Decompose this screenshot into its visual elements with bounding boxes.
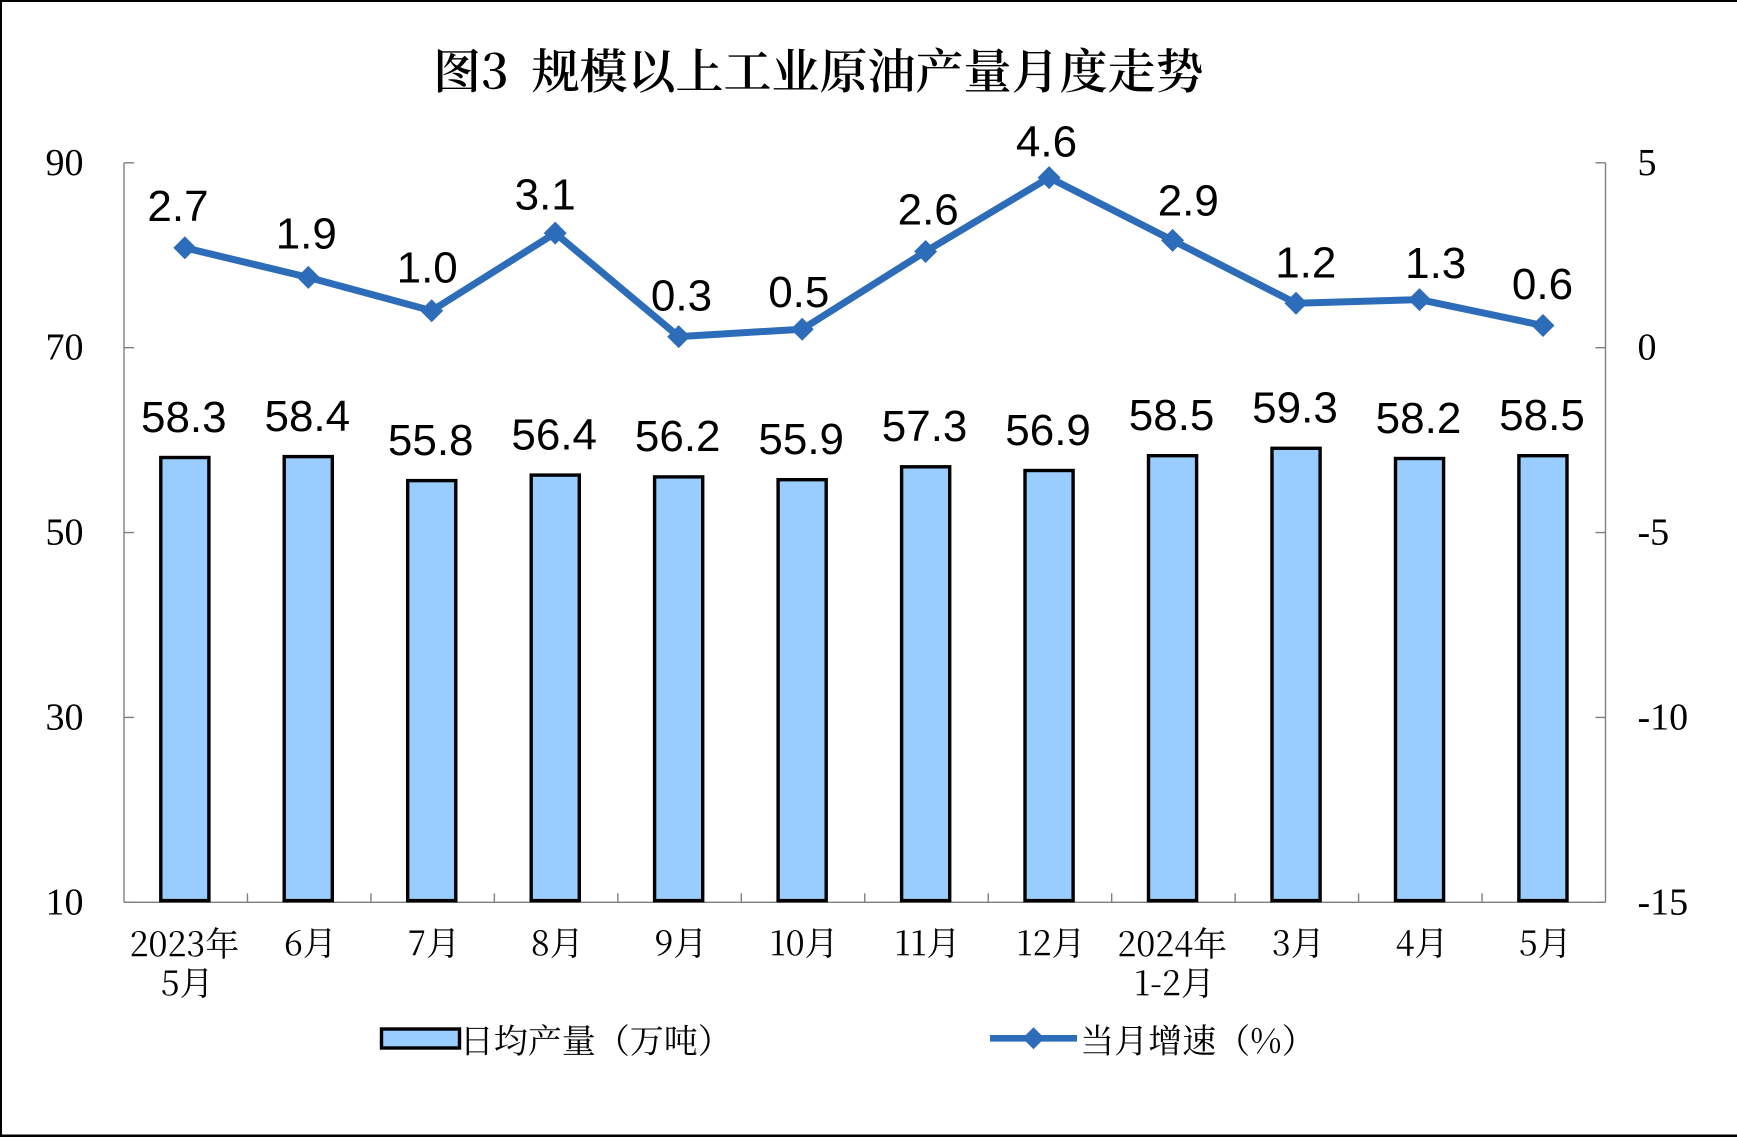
svg-text:56.2: 56.2 [635,412,721,461]
svg-text:-10: -10 [1638,696,1689,738]
svg-text:57.3: 57.3 [882,402,968,451]
svg-text:1.9: 1.9 [276,209,337,258]
svg-text:90: 90 [46,142,84,184]
svg-text:0.5: 0.5 [768,268,829,317]
svg-text:1.3: 1.3 [1405,239,1466,288]
svg-text:30: 30 [46,696,84,738]
svg-text:2.7: 2.7 [147,182,208,231]
svg-text:50: 50 [46,512,84,554]
svg-text:-15: -15 [1638,881,1689,923]
svg-text:1.2: 1.2 [1275,238,1336,287]
svg-text:-5: -5 [1638,512,1670,554]
svg-text:56.9: 56.9 [1005,406,1091,455]
svg-text:2.6: 2.6 [898,185,959,234]
svg-text:10: 10 [46,881,84,923]
svg-text:0.6: 0.6 [1512,260,1573,309]
svg-text:0: 0 [1638,327,1657,369]
svg-text:58.4: 58.4 [264,392,350,441]
svg-text:58.2: 58.2 [1376,394,1462,443]
svg-text:0.3: 0.3 [651,271,712,320]
svg-text:70: 70 [46,327,84,369]
svg-text:4.6: 4.6 [1016,118,1077,167]
svg-text:2.9: 2.9 [1158,177,1219,226]
svg-text:58.5: 58.5 [1129,391,1215,440]
svg-text:59.3: 59.3 [1252,384,1338,433]
svg-text:55.9: 55.9 [758,415,844,464]
svg-text:58.3: 58.3 [141,393,227,442]
svg-text:5: 5 [1638,142,1657,184]
svg-text:56.4: 56.4 [511,410,597,459]
svg-text:55.8: 55.8 [388,416,474,465]
svg-text:1.0: 1.0 [397,244,458,293]
svg-text:3.1: 3.1 [515,171,576,220]
svg-text:58.5: 58.5 [1499,391,1585,440]
